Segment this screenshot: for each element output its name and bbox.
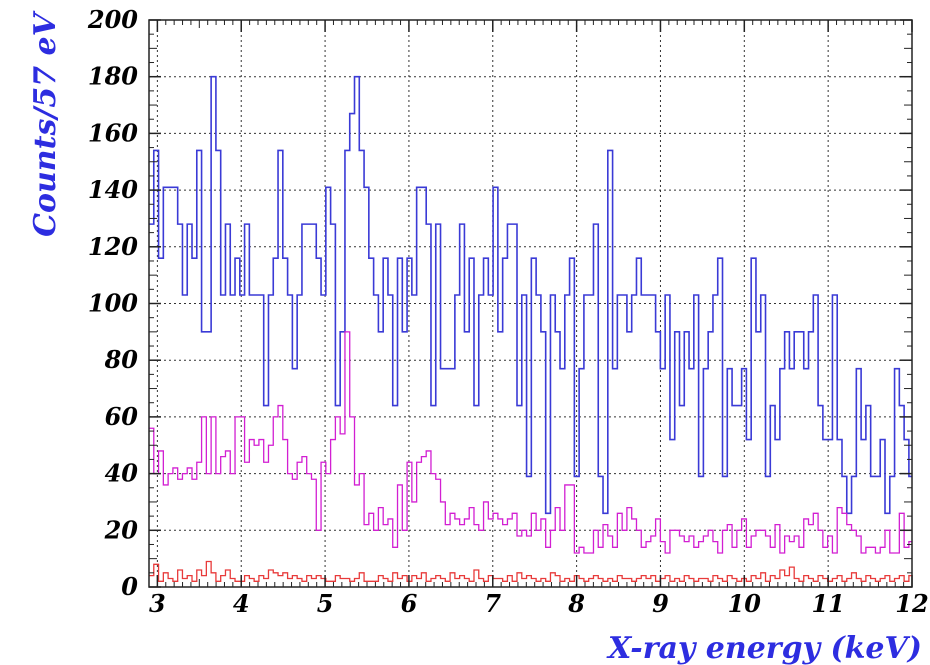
y-tick-label: 80 [104,345,139,374]
y-tick-label: 100 [88,289,138,318]
x-tick-label: 12 [895,589,928,618]
axis-ticks [148,19,913,588]
y-tick-label: 40 [105,459,139,488]
x-tick-label: 5 [317,589,334,618]
y-tick-label: 120 [88,232,138,261]
x-tick-label: 3 [149,589,166,618]
y-tick-label: 180 [88,62,138,91]
y-tick-label: 20 [104,515,139,544]
y-tick-label: 140 [88,175,138,204]
x-tick-label: 4 [233,589,250,618]
y-tick-label: 0 [121,572,138,601]
series-group [149,75,912,582]
x-tick-label: 11 [811,589,844,618]
histogram-series-2 [149,331,912,554]
histogram-series-3 [149,560,912,582]
x-tick-label: 10 [728,589,762,618]
x-tick-labels: 3 4 5 6 7 8 9 10 11 12 [149,589,929,618]
x-axis-label: X-ray energy (keV) [606,631,922,665]
x-tick-label: 6 [401,589,418,618]
x-tick-label: 8 [567,589,585,618]
histogram-series-1 [149,75,912,515]
y-axis-label: Counts/57 eV [28,10,63,236]
x-tick-label: 9 [652,589,669,618]
y-tick-label: 160 [88,118,138,147]
y-tick-label: 60 [105,402,139,431]
x-tick-label: 7 [484,589,501,618]
y-tick-labels: 0 20 40 60 80 100 120 140 160 180 200 [87,5,138,601]
y-tick-label: 200 [87,5,138,34]
